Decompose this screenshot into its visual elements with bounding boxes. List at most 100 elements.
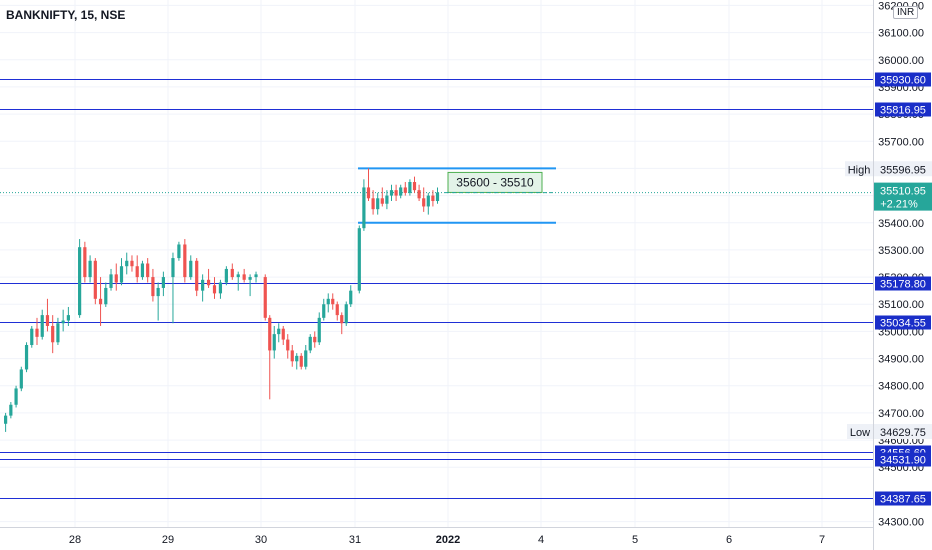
time-tick-label: 29 xyxy=(162,534,174,546)
candle-body xyxy=(340,315,344,324)
last-price-badge xyxy=(874,182,932,211)
candle-body xyxy=(349,290,353,305)
candle-body xyxy=(98,298,103,305)
candle-body xyxy=(385,195,389,204)
candle-body xyxy=(146,263,150,278)
level-price-badge xyxy=(875,102,931,117)
time-tick-label: 5 xyxy=(632,534,638,546)
candle-body xyxy=(140,263,145,278)
candle-body xyxy=(431,195,435,202)
currency-badge[interactable]: INR xyxy=(893,6,919,19)
candle-body xyxy=(109,274,113,288)
candle-body xyxy=(242,274,246,280)
price-tick-label: 34800.00 xyxy=(878,381,924,393)
time-axis[interactable]: 28 29 30 31 2022 4 5 6 7 xyxy=(0,527,873,547)
chart-title: BANKNIFTY, 15, NSE xyxy=(6,8,126,22)
candle-body xyxy=(51,325,55,343)
candle-body xyxy=(308,336,312,351)
candle-body xyxy=(344,304,348,324)
candle-body xyxy=(263,277,267,318)
last-price-value: 35510.95 xyxy=(880,186,926,198)
candle-body xyxy=(357,228,361,291)
candle-body xyxy=(389,190,394,196)
time-tick-label: 6 xyxy=(726,534,732,546)
candle-body xyxy=(376,198,380,210)
candle-body xyxy=(125,260,129,267)
level-price-label: 34387.65 xyxy=(880,494,926,506)
time-tick-label: 30 xyxy=(255,534,267,546)
range-box: 35600 - 35510 xyxy=(358,167,556,224)
candle-body xyxy=(399,187,403,196)
low-tag: Low xyxy=(850,427,870,439)
low-value-bg xyxy=(874,423,932,439)
candle-body xyxy=(19,369,23,389)
candle-body xyxy=(277,328,281,335)
candle-body xyxy=(362,187,366,229)
candle-body xyxy=(104,287,108,305)
candle-body xyxy=(254,274,258,278)
candle-body xyxy=(236,274,240,278)
axis-price-labels: 35930.6035816.9535178.8035034.5534556.60… xyxy=(845,72,932,506)
candles xyxy=(4,168,440,432)
candle-body xyxy=(331,298,335,305)
time-tick-label: 2022 xyxy=(436,534,460,546)
candle-body xyxy=(335,304,339,316)
candle-body xyxy=(156,287,160,297)
candle-body xyxy=(40,315,44,337)
price-tick-label: 36000.00 xyxy=(878,55,924,67)
candle-body xyxy=(4,415,8,424)
candle-body xyxy=(394,190,398,196)
candle-body xyxy=(14,388,18,405)
price-tick-label: 34700.00 xyxy=(878,408,924,420)
candle-body xyxy=(224,268,228,283)
candle-body xyxy=(161,277,165,288)
candle-body xyxy=(422,198,426,207)
candle-body xyxy=(206,279,211,286)
candle-body xyxy=(45,315,50,326)
time-tick-label: 4 xyxy=(538,534,544,546)
level-price-badge xyxy=(875,452,931,467)
price-tick-label: 35300.00 xyxy=(878,245,924,257)
candle-body xyxy=(177,244,181,259)
level-price-badge xyxy=(875,276,931,291)
horizontal-levels xyxy=(0,79,873,499)
level-price-label: 35930.60 xyxy=(880,75,926,87)
candle-body xyxy=(281,328,285,340)
price-tick-label: 35400.00 xyxy=(878,218,924,230)
candle-body xyxy=(248,277,252,280)
candle-body xyxy=(435,192,440,202)
time-tick-label: 28 xyxy=(69,534,81,546)
level-price-label: 35178.80 xyxy=(880,279,926,291)
candle-body xyxy=(78,247,82,316)
high-value: 35596.95 xyxy=(880,164,926,176)
high-value-bg xyxy=(874,161,932,177)
low-value: 34629.75 xyxy=(880,427,926,439)
candle-body xyxy=(268,317,272,351)
candle-body xyxy=(56,323,60,343)
candle-body xyxy=(426,195,430,207)
candle-body xyxy=(295,355,299,362)
candle-body xyxy=(371,198,375,210)
candle-body xyxy=(189,260,193,278)
low-tag-bg xyxy=(847,423,873,439)
price-tick-label: 35100.00 xyxy=(878,299,924,311)
time-tick-label: 7 xyxy=(819,534,825,546)
price-tick-label: 34900.00 xyxy=(878,354,924,366)
candle-body xyxy=(212,285,217,294)
candle-body xyxy=(412,182,417,191)
candle-body xyxy=(130,260,134,267)
price-tick-label: 36100.00 xyxy=(878,28,924,40)
candle-body xyxy=(24,344,29,370)
zone-label: 35600 - 35510 xyxy=(456,175,534,189)
candle-body xyxy=(183,244,187,278)
candle-body xyxy=(61,320,65,324)
candle-body xyxy=(317,317,321,343)
level-price-label: 35816.95 xyxy=(880,105,926,117)
candle-body xyxy=(9,404,13,416)
candle-body xyxy=(408,182,412,193)
candle-body xyxy=(403,187,407,193)
candle-body xyxy=(195,260,199,291)
time-tick-label: 31 xyxy=(349,534,361,546)
candle-body xyxy=(218,282,223,294)
